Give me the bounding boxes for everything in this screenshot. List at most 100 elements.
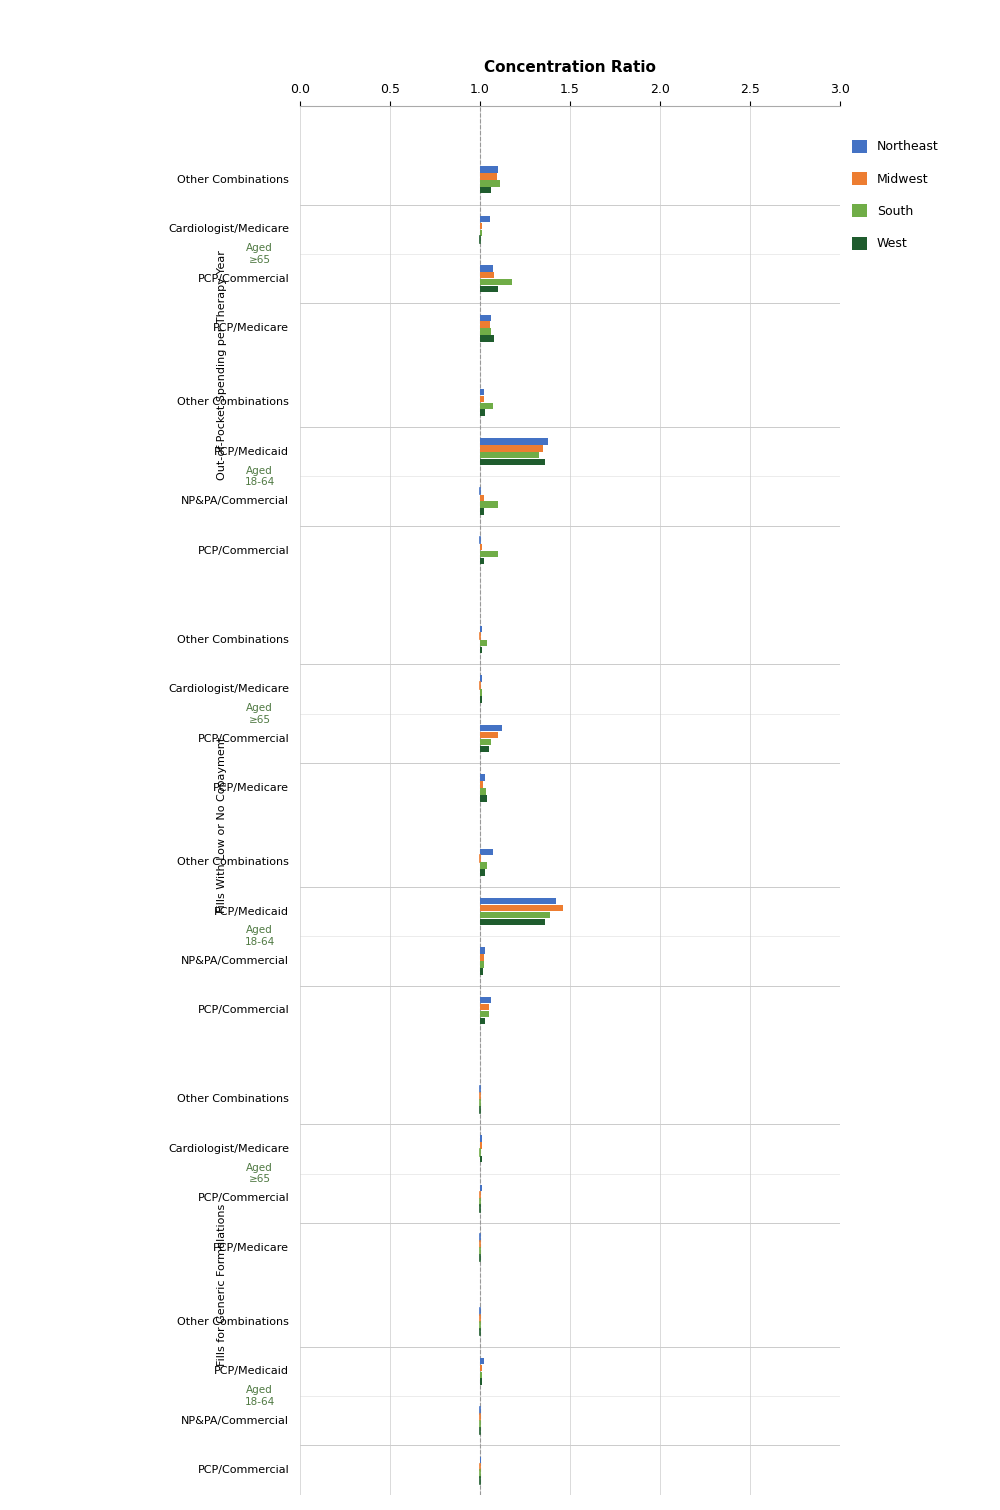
Bar xyxy=(480,1004,489,1010)
Bar xyxy=(480,438,548,444)
Bar xyxy=(480,898,556,904)
Bar xyxy=(480,222,482,230)
Bar xyxy=(480,279,512,285)
Text: Aged
≥65: Aged ≥65 xyxy=(246,1163,273,1184)
Bar xyxy=(480,230,482,236)
Bar xyxy=(480,640,487,646)
Bar xyxy=(480,849,493,855)
Text: Out-of-Pocket Spending per Therapy Year: Out-of-Pocket Spending per Therapy Year xyxy=(217,251,227,480)
Text: Other Combinations: Other Combinations xyxy=(177,858,289,867)
Text: Cardiologist/Medicare: Cardiologist/Medicare xyxy=(168,684,289,695)
Text: PCP/Commercial: PCP/Commercial xyxy=(197,1465,289,1475)
Bar xyxy=(480,445,543,451)
Text: Other Combinations: Other Combinations xyxy=(177,175,289,184)
Bar xyxy=(480,557,484,565)
Bar xyxy=(480,947,485,954)
Bar xyxy=(480,495,484,501)
Bar xyxy=(480,216,490,222)
Bar xyxy=(480,459,545,465)
Text: NP&PA/Commercial: NP&PA/Commercial xyxy=(181,956,289,966)
Text: Other Combinations: Other Combinations xyxy=(177,634,289,645)
Text: NP&PA/Commercial: NP&PA/Commercial xyxy=(181,1416,289,1425)
Text: PCP/Medicare: PCP/Medicare xyxy=(213,323,289,334)
Bar xyxy=(480,396,484,402)
Bar xyxy=(480,1142,482,1149)
Bar xyxy=(480,1379,482,1385)
Bar xyxy=(480,322,490,328)
Bar xyxy=(480,1365,482,1371)
Bar xyxy=(480,285,498,293)
Legend: Northeast, Midwest, South, West: Northeast, Midwest, South, West xyxy=(852,140,938,251)
Bar xyxy=(480,451,539,459)
Bar xyxy=(480,180,500,187)
Bar xyxy=(480,746,489,752)
Bar xyxy=(480,696,482,702)
Bar xyxy=(480,968,483,974)
Text: Aged
18-64: Aged 18-64 xyxy=(244,465,275,488)
Bar xyxy=(480,627,482,633)
Bar xyxy=(480,646,482,654)
Bar xyxy=(480,997,491,1003)
Bar xyxy=(480,187,491,193)
Bar xyxy=(480,328,491,335)
Text: Fills With Low or No Copayment: Fills With Low or No Copayment xyxy=(217,737,227,914)
Text: PCP/Commercial: PCP/Commercial xyxy=(197,1193,289,1203)
Text: PCP/Commercial: PCP/Commercial xyxy=(197,734,289,743)
Bar xyxy=(480,675,482,683)
Text: Aged
≥65: Aged ≥65 xyxy=(246,704,273,725)
Text: Fills for Generic Formulations: Fills for Generic Formulations xyxy=(217,1203,227,1367)
Text: PCP/Medicaid: PCP/Medicaid xyxy=(214,906,289,917)
Text: Other Combinations: Other Combinations xyxy=(177,1095,289,1104)
Bar xyxy=(480,544,482,550)
Bar xyxy=(480,796,487,802)
Text: Other Combinations: Other Combinations xyxy=(177,397,289,408)
Bar xyxy=(480,166,498,172)
Bar xyxy=(480,1010,489,1018)
Text: PCP/Medicaid: PCP/Medicaid xyxy=(214,447,289,456)
Bar xyxy=(480,335,494,341)
Bar xyxy=(480,962,484,968)
Bar xyxy=(480,272,494,278)
Bar xyxy=(480,1371,482,1379)
Bar xyxy=(480,551,498,557)
Text: PCP/Medicaid: PCP/Medicaid xyxy=(214,1367,289,1376)
Bar xyxy=(480,509,484,515)
Bar xyxy=(480,1136,482,1142)
Bar xyxy=(480,775,485,781)
Text: NP&PA/Commercial: NP&PA/Commercial xyxy=(181,497,289,506)
Bar xyxy=(480,266,493,272)
Bar xyxy=(480,1185,482,1191)
Bar xyxy=(480,388,484,396)
Text: Aged
18-64: Aged 18-64 xyxy=(244,1385,275,1407)
Text: PCP/Medicare: PCP/Medicare xyxy=(213,784,289,793)
Bar xyxy=(480,174,497,180)
Text: Aged
18-64: Aged 18-64 xyxy=(244,926,275,947)
Bar xyxy=(480,781,483,788)
X-axis label: Concentration Ratio: Concentration Ratio xyxy=(484,60,656,76)
Bar xyxy=(480,1357,484,1364)
Text: PCP/Commercial: PCP/Commercial xyxy=(197,1006,289,1015)
Bar xyxy=(480,862,487,868)
Text: Aged
≥65: Aged ≥65 xyxy=(246,243,273,264)
Bar xyxy=(480,725,502,731)
Bar xyxy=(480,1018,485,1024)
Bar xyxy=(480,918,545,926)
Bar xyxy=(480,403,493,409)
Bar xyxy=(480,409,485,415)
Text: Cardiologist/Medicare: Cardiologist/Medicare xyxy=(168,225,289,234)
Bar xyxy=(480,788,486,794)
Text: PCP/Medicare: PCP/Medicare xyxy=(213,1243,289,1253)
Bar xyxy=(480,689,482,696)
Text: PCP/Commercial: PCP/Commercial xyxy=(197,545,289,556)
Text: Cardiologist/Medicare: Cardiologist/Medicare xyxy=(168,1145,289,1154)
Bar xyxy=(480,738,491,744)
Bar xyxy=(480,954,484,960)
Bar xyxy=(480,904,563,912)
Bar xyxy=(480,1157,482,1163)
Bar xyxy=(480,314,491,322)
Text: Other Combinations: Other Combinations xyxy=(177,1317,289,1327)
Bar xyxy=(480,870,485,876)
Bar xyxy=(480,501,498,507)
Text: PCP/Commercial: PCP/Commercial xyxy=(197,273,289,284)
Bar xyxy=(480,912,550,918)
